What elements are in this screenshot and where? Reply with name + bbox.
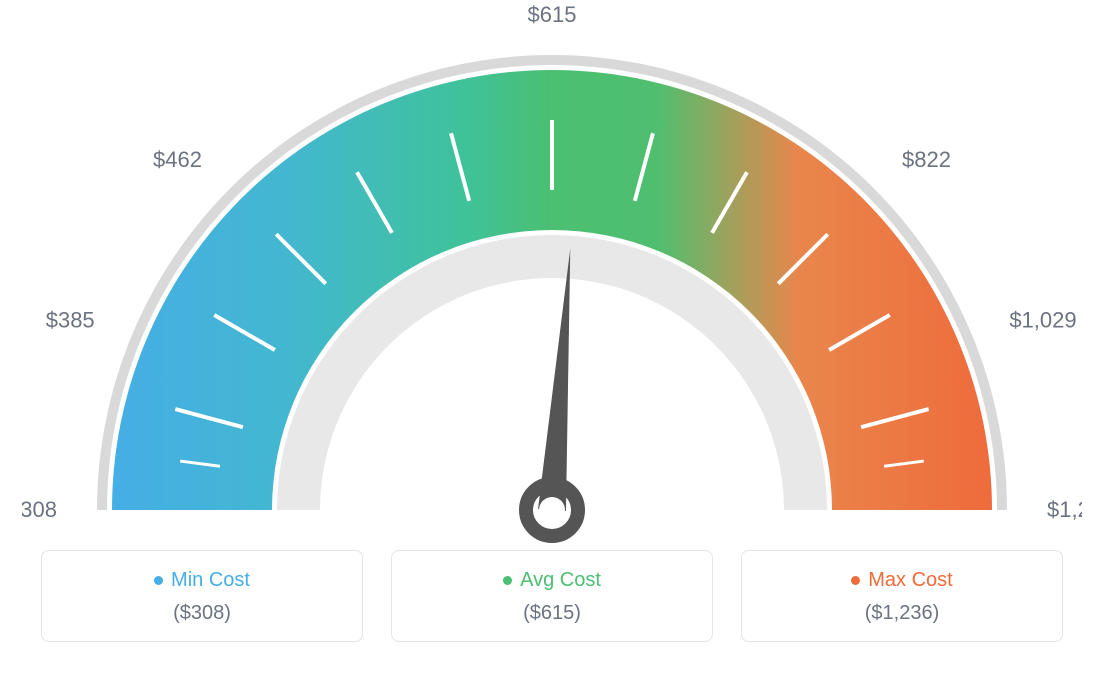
gauge-tick-label: $385 [46,308,95,333]
legend-title-min: Min Cost [154,569,250,592]
legend-dot-min [154,576,163,585]
gauge-tick-label: $822 [902,147,951,172]
legend-value-avg: ($615) [402,602,702,625]
gauge-tick-label: $308 [22,497,57,522]
gauge-svg: $308 $385 $462 $615 $822 $1,029 $1,236 [22,0,1082,550]
legend-dot-max [851,576,860,585]
legend-dot-avg [503,576,512,585]
legend-value-max: ($1,236) [752,602,1052,625]
gauge-chart: $308 $385 $462 $615 $822 $1,029 $1,236 [0,0,1104,550]
gauge-needle-hub-inner [539,497,565,523]
legend-label-max: Max Cost [868,569,952,592]
legend-title-avg: Avg Cost [503,569,601,592]
gauge-tick-label: $615 [528,2,577,27]
legend-title-max: Max Cost [851,569,952,592]
legend-card-min: Min Cost ($308) [41,550,363,642]
gauge-needle [538,249,570,511]
legend-value-min: ($308) [52,602,352,625]
legend-card-avg: Avg Cost ($615) [391,550,713,642]
gauge-tick-label: $462 [153,147,202,172]
legend-card-max: Max Cost ($1,236) [741,550,1063,642]
gauge-tick-label: $1,029 [1009,308,1076,333]
legend-label-min: Min Cost [171,569,250,592]
gauge-tick-label: $1,236 [1047,497,1082,522]
legend-row: Min Cost ($308) Avg Cost ($615) Max Cost… [0,550,1104,662]
legend-label-avg: Avg Cost [520,569,601,592]
